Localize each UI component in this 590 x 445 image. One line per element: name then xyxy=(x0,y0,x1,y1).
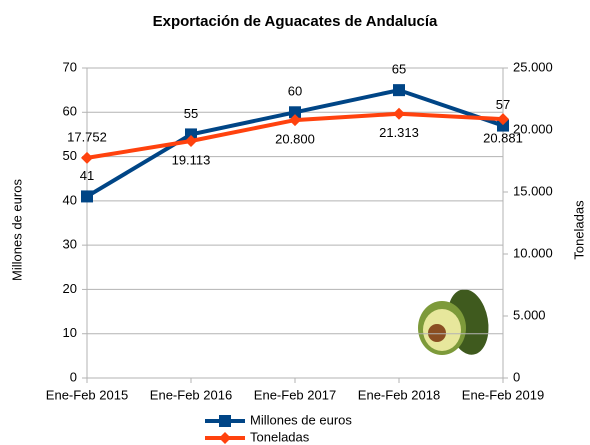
x-tick-label: Ene-Feb 2015 xyxy=(46,387,128,402)
y2-axis-title: Toneladas xyxy=(571,200,586,260)
avocado-image xyxy=(418,289,489,355)
y-tick-label: 10 xyxy=(63,325,77,340)
point xyxy=(393,84,405,97)
data-label: 20.800 xyxy=(275,132,315,147)
point xyxy=(289,114,301,127)
point xyxy=(185,128,197,141)
legend-label: Millones de euros xyxy=(250,412,352,427)
y-axis-title: Millones de euros xyxy=(9,179,24,281)
data-label: 65 xyxy=(392,62,406,77)
x-tick-label: Ene-Feb 2017 xyxy=(254,387,336,402)
data-label: 57 xyxy=(496,97,510,112)
y-tick-label: 0 xyxy=(70,369,77,384)
x-tick-label: Ene-Feb 2018 xyxy=(358,387,440,402)
y2-tick-label: 0 xyxy=(513,369,520,384)
data-label: 21.313 xyxy=(379,125,419,140)
data-label: 60 xyxy=(288,84,302,99)
point xyxy=(497,119,509,132)
y2-tick-label: 5.000 xyxy=(513,307,546,322)
y2-tick-label: 10.000 xyxy=(513,245,553,260)
point xyxy=(289,106,301,119)
y2-tick-label: 20.000 xyxy=(513,121,553,136)
y-tick-label: 30 xyxy=(63,237,77,252)
point xyxy=(497,113,509,126)
data-label: 17.752 xyxy=(67,129,107,144)
point xyxy=(185,134,197,147)
data-label: 55 xyxy=(184,106,198,121)
chart-title: Exportación de Aguacates de Andalucía xyxy=(153,13,438,30)
data-label: 19.113 xyxy=(172,152,211,167)
legend-marker xyxy=(219,415,231,427)
data-label: 41 xyxy=(80,168,94,183)
point xyxy=(81,151,93,164)
legend-label: Toneladas xyxy=(250,429,310,444)
y-tick-label: 40 xyxy=(63,192,77,207)
point xyxy=(393,107,405,120)
legend-marker xyxy=(219,432,231,444)
y2-tick-label: 15.000 xyxy=(513,183,553,198)
data-label: 20.881 xyxy=(483,131,523,146)
y-tick-label: 60 xyxy=(63,104,77,119)
y2-tick-label: 25.000 xyxy=(513,59,553,74)
x-tick-label: Ene-Feb 2016 xyxy=(150,387,232,402)
y-tick-label: 70 xyxy=(63,59,77,74)
y-tick-label: 50 xyxy=(63,148,77,163)
y-tick-label: 20 xyxy=(63,281,77,296)
point xyxy=(81,190,93,203)
x-tick-label: Ene-Feb 2019 xyxy=(462,387,544,402)
